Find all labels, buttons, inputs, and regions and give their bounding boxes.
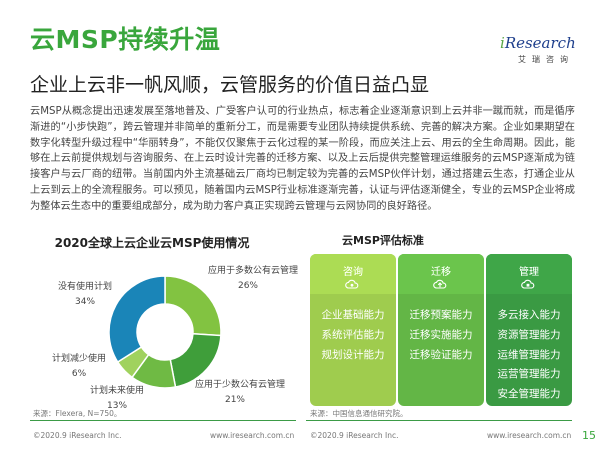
slice-no-plan bbox=[108, 275, 166, 364]
label-plan-future: 计划未来使用 13% bbox=[90, 386, 145, 411]
label-few-public-cloud: 应用于少数公有云管理 21% bbox=[195, 380, 286, 405]
logo-wordmark: iResearch bbox=[500, 34, 576, 52]
chart-source: 来源：Flexera, N=750。 bbox=[33, 409, 122, 418]
evaluation-item: 运维管理能力 bbox=[497, 348, 561, 361]
evaluation-item: 系统评估能力 bbox=[321, 328, 385, 341]
label-plan-reduce: 计划减少使用 6% bbox=[52, 354, 107, 379]
evaluation-item: 资源管理能力 bbox=[497, 328, 561, 341]
evaluation-item: 多云接入能力 bbox=[497, 309, 561, 321]
evaluation-source: 来源：中国信息通信研究院。 bbox=[310, 409, 408, 418]
donut-svg bbox=[108, 275, 222, 389]
column-head-consult: 咨询 bbox=[310, 254, 396, 294]
page-subtitle: 企业上云非一帆风顺，云管服务的价值日益凸显 bbox=[30, 74, 430, 96]
iresearch-logo: iResearch 艾瑞咨询 bbox=[500, 34, 590, 68]
footer-divider-right bbox=[306, 420, 572, 421]
chart-title: 2020全球上云企业云MSP使用情况 bbox=[54, 236, 250, 250]
label-no-plan: 没有使用计划 34% bbox=[58, 282, 113, 307]
label-most-public-cloud: 应用于多数公有云管理 26% bbox=[208, 266, 299, 291]
evaluation-item: 迁移实施能力 bbox=[409, 328, 473, 341]
cloud-gear-icon bbox=[345, 279, 359, 289]
logo-subtext: 艾瑞咨询 bbox=[518, 55, 574, 64]
footer-url-left: www.iresearch.com.cn bbox=[210, 431, 295, 440]
column-head-migrate: 迁移 bbox=[398, 254, 484, 294]
footer-copyright-left: ©2020.9 iResearch Inc. bbox=[33, 431, 122, 440]
footer-copyright-right: ©2020.9 iResearch Inc. bbox=[310, 431, 399, 440]
evaluation-column-consult: 咨询 企业基础能力 系统评估能力 规划设计能力 bbox=[310, 254, 396, 406]
page-number: 15 bbox=[582, 429, 596, 442]
evaluation-column-migrate: 迁移 迁移预案能力 迁移实施能力 迁移验证能力 bbox=[398, 254, 484, 406]
page-title: 云MSP持续升温 bbox=[30, 25, 221, 54]
column-head-manage: 管理 bbox=[486, 254, 572, 294]
evaluation-item: 迁移验证能力 bbox=[409, 348, 473, 361]
evaluation-column-manage: 管理 多云接入能力 资源管理能力 运维管理能力 运营管理能力 安全管理能力 bbox=[486, 254, 572, 406]
evaluation-title: 云MSP评估标准 bbox=[342, 234, 424, 247]
evaluation-item: 运营管理能力 bbox=[497, 368, 561, 381]
evaluation-item: 迁移预案能力 bbox=[409, 309, 473, 321]
evaluation-item: 安全管理能力 bbox=[497, 388, 561, 401]
evaluation-item: 企业基础能力 bbox=[321, 309, 385, 321]
footer-url-right: www.iresearch.com.cn bbox=[487, 431, 572, 440]
donut-chart: 应用于多数公有云管理 26% 应用于少数公有云管理 21% 计划未来使用 13%… bbox=[30, 254, 300, 414]
cloud-manage-icon bbox=[521, 279, 535, 289]
intro-paragraph: 云MSP从概念提出迅速发展至落地普及、广受客户认可的行业热点，标志着企业逐渐意识… bbox=[30, 106, 575, 212]
footer-divider-left bbox=[30, 420, 296, 421]
cloud-upload-icon bbox=[433, 279, 447, 289]
evaluation-item: 规划设计能力 bbox=[321, 348, 385, 361]
